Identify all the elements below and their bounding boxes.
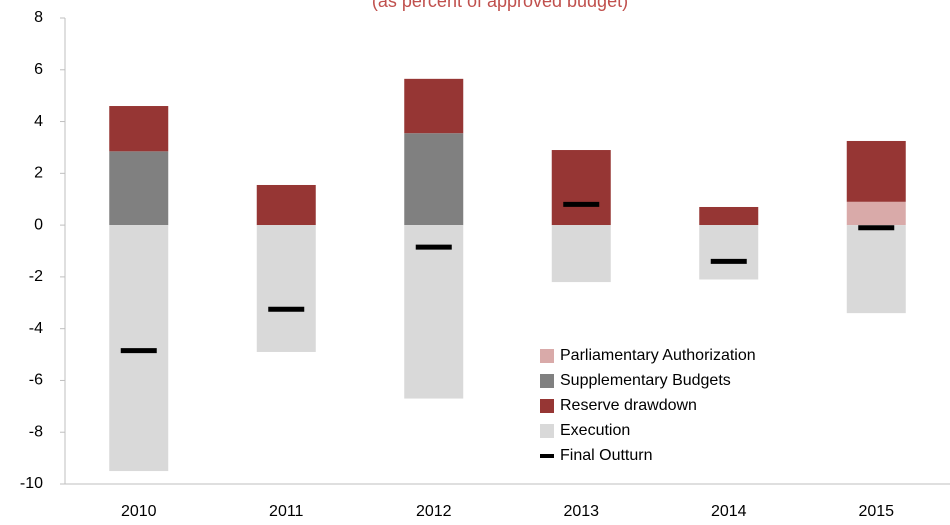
chart-subtitle: (as percent of approved budget) [372, 0, 628, 11]
y-tick-label: 6 [34, 61, 43, 78]
legend-swatch [540, 349, 554, 363]
y-tick-label: 4 [34, 113, 43, 130]
y-tick-label: 8 [34, 9, 43, 26]
bar [109, 225, 169, 472]
x-tick-label: 2013 [563, 503, 599, 520]
x-tick-label: 2015 [858, 503, 894, 520]
bar [404, 78, 464, 134]
y-tick-label: -10 [20, 475, 43, 492]
bar [846, 225, 906, 314]
legend-label: Supplementary Budgets [560, 372, 731, 389]
bar [551, 150, 611, 226]
bar [109, 106, 169, 152]
x-tick-label: 2010 [121, 503, 157, 520]
bar [404, 133, 464, 226]
bar [256, 225, 316, 352]
legend-label: Reserve drawdown [560, 397, 697, 414]
y-tick-label: -2 [29, 268, 43, 285]
legend-label: Parliamentary Authorization [560, 347, 756, 364]
bar [404, 225, 464, 399]
legend-swatch [540, 399, 554, 413]
legend-swatch [540, 374, 554, 388]
bar [699, 206, 759, 226]
legend-label: Execution [560, 422, 630, 439]
x-tick-label: 2011 [269, 503, 304, 520]
legend-swatch [540, 424, 554, 438]
bar [109, 151, 169, 226]
x-tick-label: 2012 [416, 503, 452, 520]
y-tick-label: -4 [29, 320, 43, 337]
bar [551, 225, 611, 283]
y-tick-label: -8 [29, 423, 43, 440]
y-tick-label: 0 [34, 216, 43, 233]
bar [256, 184, 316, 226]
y-tick-label: -6 [29, 372, 43, 389]
legend-label: Final Outturn [560, 447, 652, 464]
bar [846, 140, 906, 202]
x-tick-label: 2014 [711, 503, 747, 520]
bar [699, 225, 759, 280]
bar [846, 201, 906, 226]
y-tick-label: 2 [34, 165, 43, 182]
